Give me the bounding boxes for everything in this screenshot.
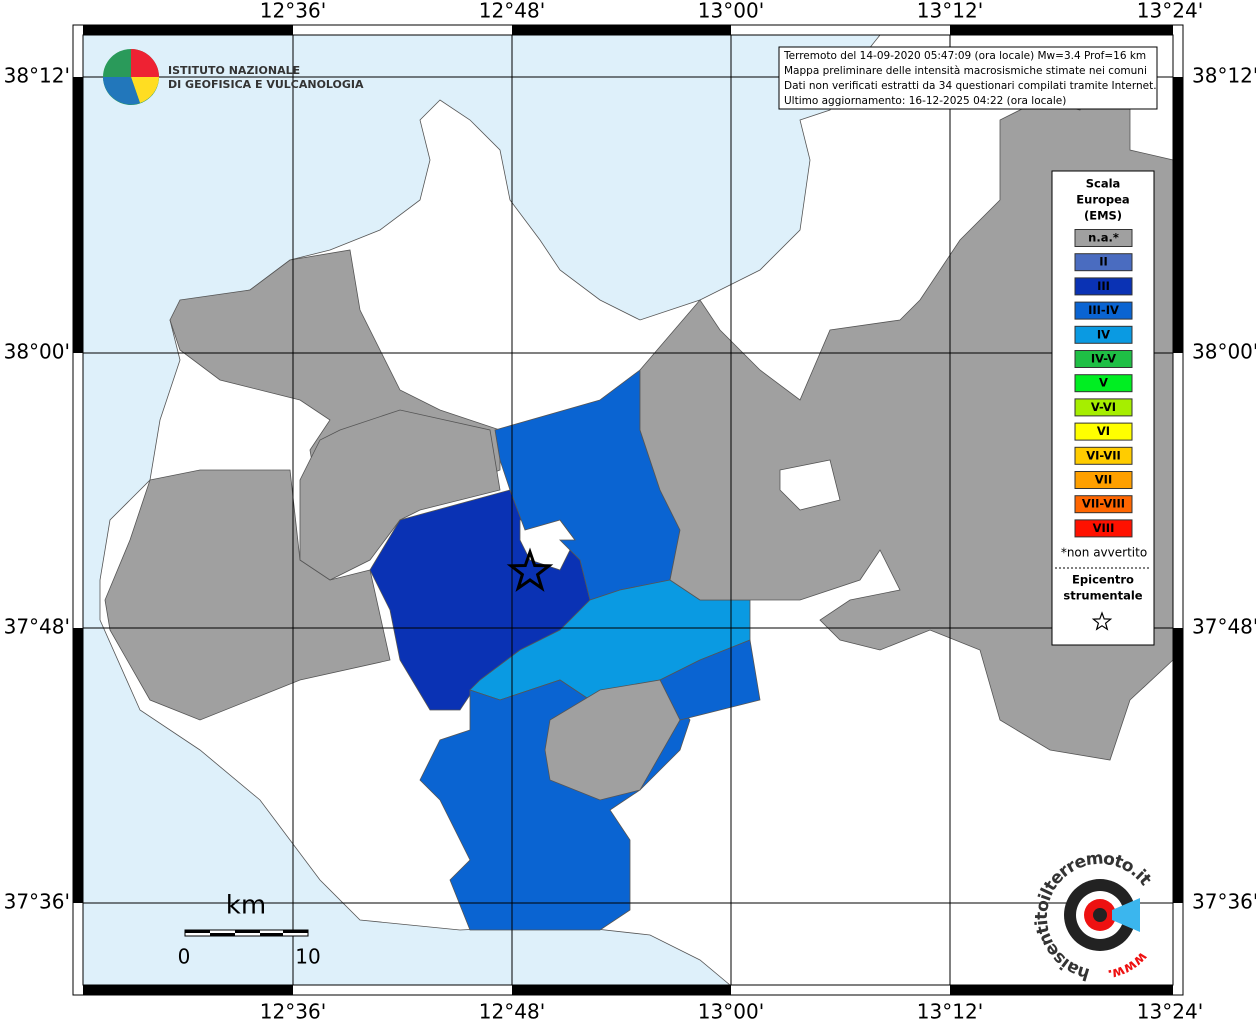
region-white [779,459,841,511]
legend-swatch [1074,325,1133,344]
scale-bar-segment [210,933,235,936]
region-na [544,679,681,801]
longitude-label: 13°12' [917,0,983,23]
latitude-label: 37°36' [1192,890,1256,914]
legend-label: VIII [1093,521,1115,535]
epicenter [506,547,554,592]
frame-band [1173,77,1183,353]
legend-note: *non avvertito [1061,546,1147,560]
epicenter-star [506,547,554,592]
info-line: Mappa preliminare delle intensità macros… [784,65,1147,77]
scale-bar-segment [235,930,260,933]
legend-label: VI-VII [1086,448,1121,462]
frame-band [83,25,293,35]
watermark-ring [1093,908,1107,922]
legend-swatch [1074,398,1133,417]
latitude-label: 38°12' [4,64,70,88]
legend-label: IV-V [1091,352,1116,366]
legend-swatch [1074,277,1133,296]
latitude-label: 37°36' [4,890,70,914]
frame-band [512,985,731,995]
longitude-label: 12°48' [479,0,545,23]
legend-label: VI [1097,424,1110,438]
legend-label: V [1099,376,1108,390]
frame-band [512,25,731,35]
legend-swatch [1074,446,1133,465]
longitude-label: 12°48' [479,1000,545,1024]
frame [72,24,1184,996]
longitude-label: 13°24' [1137,0,1203,23]
frame-band [950,25,1173,35]
legend-label: IV [1097,327,1110,341]
logo-globe [131,77,159,103]
legend-swatch [1074,229,1133,247]
scale-bar-segment [185,930,210,933]
legend-swatch [1074,350,1133,368]
legend-label: VII-VIII [1082,497,1125,511]
frame-band [950,985,1173,995]
info-line: Dati non verificati estratti da 34 quest… [784,80,1157,92]
legend-swatch [1074,374,1133,393]
info-line: Terremoto del 14-09-2020 05:47:09 (ora l… [783,50,1146,62]
longitude-label: 13°00' [698,1000,764,1024]
frame-band [73,628,83,903]
legend-swatch [1074,519,1133,538]
region-na [299,409,501,581]
epicenter-title: Epicentro [1072,573,1134,587]
scale-tick-label: 0 [178,945,191,969]
legend-epicenter-star [1091,611,1113,631]
legend-label: II [1099,255,1108,269]
frame-band [1173,628,1183,903]
legend-swatch [1074,301,1133,320]
scale-bar: km 0 10 [178,891,321,969]
info-line: Ultimo aggiornamento: 16-12-2025 04:22 (… [784,95,1066,107]
legend-swatch [1074,495,1133,514]
latitude-label: 38°00' [1192,340,1256,364]
scale-bar-segment [283,930,308,933]
longitude-label: 13°24' [1137,1000,1203,1024]
frame-band [83,985,293,995]
logo-globe [131,49,159,77]
coordinates: 12°36' 12°36' 12°48' 12°48' 13°00' 13°00' 13°1… [4,0,1256,1024]
latitude-label: 37°48' [1192,615,1256,639]
info-box-frame [778,46,1158,110]
epicenter-title: strumentale [1063,589,1142,603]
watermark-cone [1112,898,1140,932]
logo-globe [103,77,140,105]
institute-name: DI GEOFISICA E VULCANOLOGIA [168,78,364,91]
legend-title: (EMS) [1084,209,1122,223]
region-na [639,79,1174,761]
info-box: Terremoto del 14-09-2020 05:47:09 (ora l… [778,46,1158,110]
legend-swatch [1074,422,1133,441]
latitude-label: 37°48' [4,615,70,639]
scale-unit: km [226,891,266,921]
longitude-label: 12°36' [260,1000,326,1024]
longitude-label: 13°00' [698,0,764,23]
scale-tick-label: 10 [295,945,320,969]
frame-band [73,77,83,353]
graticule [83,35,1173,985]
legend-label: VII [1095,473,1112,487]
latitude-label: 38°12' [1192,64,1256,88]
legend-label: n.a.* [1088,231,1119,245]
scale-bar-segment [260,933,283,936]
legend-label: III [1097,279,1110,293]
longitude-label: 13°12' [917,1000,983,1024]
legend-swatch [1074,471,1133,489]
legend-label: III-IV [1088,303,1119,317]
longitude-label: 12°36' [260,0,326,23]
latitude-label: 38°00' [4,340,70,364]
institute-name: ISTITUTO NAZIONALE [168,64,300,77]
legend: Scala Europea (EMS) *non avvertito Epice… [1051,170,1155,646]
ingv-logo: ISTITUTO NAZIONALE DI GEOFISICA E VULCAN… [103,49,364,105]
land [99,34,1174,986]
legend-title: Scala [1086,177,1121,191]
legend-label: V-VI [1091,400,1116,414]
region-na [104,469,391,721]
legend-swatch [1074,253,1133,272]
legend-title: Europea [1076,193,1129,207]
